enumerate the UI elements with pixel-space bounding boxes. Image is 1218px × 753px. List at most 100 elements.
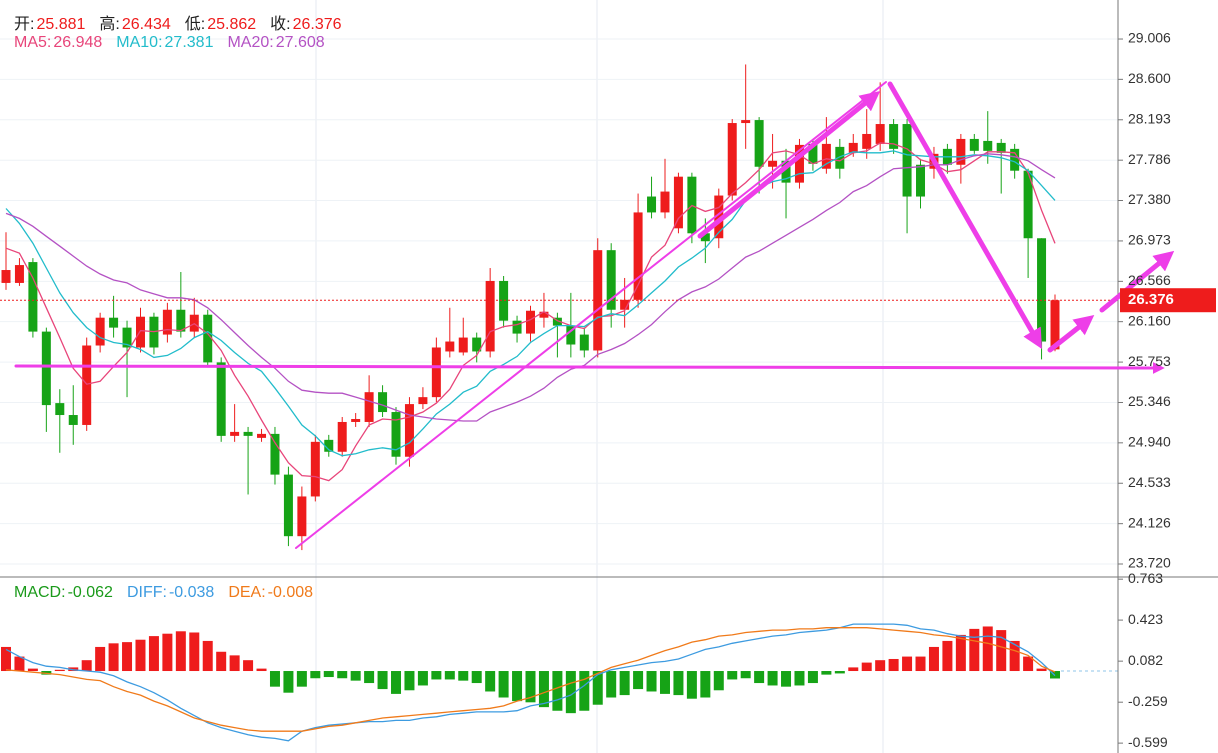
- candle-body: [68, 415, 78, 425]
- y-tick-label: 23.720: [1128, 555, 1171, 571]
- macd-bar: [485, 671, 496, 692]
- macd-bar: [1036, 668, 1047, 672]
- macd-bar: [269, 671, 280, 687]
- macd-bar: [364, 671, 375, 684]
- macd-bar: [135, 639, 146, 672]
- candle-body: [41, 331, 51, 406]
- macd-bar: [700, 671, 711, 698]
- macd-bar: [175, 631, 186, 672]
- macd-bar: [861, 662, 872, 672]
- candle-body: [1023, 170, 1033, 239]
- legend-name: MA10:: [116, 34, 163, 51]
- macd-bar: [229, 655, 240, 672]
- y-tick-label: 24.126: [1128, 514, 1171, 530]
- candle-body: [552, 317, 562, 326]
- candle-body: [714, 195, 724, 239]
- macd-bar: [243, 660, 254, 672]
- macd-bar: [95, 646, 106, 672]
- candle-body: [364, 392, 374, 422]
- candle-body: [700, 233, 710, 242]
- candle-body: [781, 160, 791, 183]
- annotations: [14, 81, 1175, 549]
- y-tick-label: 27.380: [1128, 191, 1171, 207]
- legend-value: 26.948: [53, 34, 103, 51]
- candle-body: [445, 341, 455, 352]
- macd-bar: [619, 671, 630, 696]
- candle-body: [391, 412, 401, 457]
- ohlc-label: 高:: [99, 16, 120, 33]
- macd-bar: [592, 671, 603, 705]
- candle-body: [875, 124, 885, 144]
- candle-body: [821, 143, 831, 169]
- candle-body: [404, 404, 414, 457]
- candle-body: [647, 196, 657, 213]
- macd-bar: [14, 656, 25, 672]
- macd-bar: [754, 671, 765, 684]
- y-tick-label: 0.763: [1128, 570, 1163, 586]
- candle-body: [835, 146, 845, 169]
- last-price-label: 26.376: [1128, 291, 1174, 308]
- macd-legend: MACD: -0.062 DIFF: -0.038 DEA: -0.008: [14, 584, 327, 602]
- macd-bar: [633, 671, 644, 690]
- macd-bar: [781, 671, 792, 687]
- macd-bar: [458, 671, 469, 681]
- y-tick-label: 28.600: [1128, 70, 1171, 86]
- macd-bar: [525, 671, 536, 703]
- candle-body: [539, 311, 549, 318]
- candle-body: [109, 317, 119, 328]
- candle-body: [55, 403, 65, 416]
- macd-bar: [444, 671, 455, 680]
- legend-value: -0.038: [168, 584, 215, 601]
- macd-bar: [391, 671, 402, 694]
- y-tick-label: 29.006: [1128, 30, 1171, 46]
- candle-body: [620, 299, 630, 310]
- candle-body: [741, 120, 751, 124]
- macd-bar: [727, 671, 738, 680]
- up-arrow: [697, 90, 881, 239]
- macd-bar: [767, 671, 778, 686]
- candle-body: [956, 138, 966, 165]
- candle-body: [566, 325, 576, 345]
- candle-body: [270, 433, 280, 475]
- macd-bar: [928, 646, 939, 672]
- candle-body: [673, 176, 683, 229]
- macd-bar: [431, 671, 442, 680]
- candle-body: [1037, 238, 1047, 342]
- macd-bar: [323, 671, 334, 678]
- macd-bar: [81, 660, 92, 672]
- macd-bar: [834, 671, 845, 674]
- ohlc-label: 收:: [270, 16, 291, 33]
- legend-value: -0.008: [267, 584, 314, 601]
- candle-body: [889, 124, 899, 149]
- candle-body: [162, 309, 172, 335]
- candle-body: [82, 345, 92, 425]
- macd-bar: [216, 651, 227, 672]
- macd-bar: [202, 640, 213, 672]
- trend-line: [295, 81, 887, 549]
- candle-body: [862, 133, 872, 149]
- candle-body: [727, 123, 737, 196]
- candle-body: [660, 191, 670, 213]
- ohlc-value: 25.862: [207, 16, 257, 33]
- macd-bar: [955, 634, 966, 672]
- macd-bar: [122, 642, 133, 672]
- candle-body: [794, 144, 804, 183]
- candle-body: [969, 138, 979, 151]
- macd-bar: [606, 671, 617, 698]
- candle-body: [499, 280, 509, 321]
- candle-body: [754, 120, 764, 167]
- y-tick-label: 24.533: [1128, 474, 1171, 490]
- y-tick-label: 27.786: [1128, 151, 1171, 167]
- down-arrow: [887, 81, 1042, 349]
- candle-body: [808, 143, 818, 164]
- macd-bar: [54, 669, 65, 672]
- candle-body: [512, 320, 522, 334]
- legend-name: MACD:: [14, 584, 66, 601]
- macd-bar: [565, 671, 576, 714]
- candle-body: [283, 474, 293, 537]
- candle-body: [633, 212, 643, 300]
- y-tick-label: 0.423: [1128, 611, 1163, 627]
- candle-body: [768, 160, 778, 167]
- candle-body: [579, 334, 589, 351]
